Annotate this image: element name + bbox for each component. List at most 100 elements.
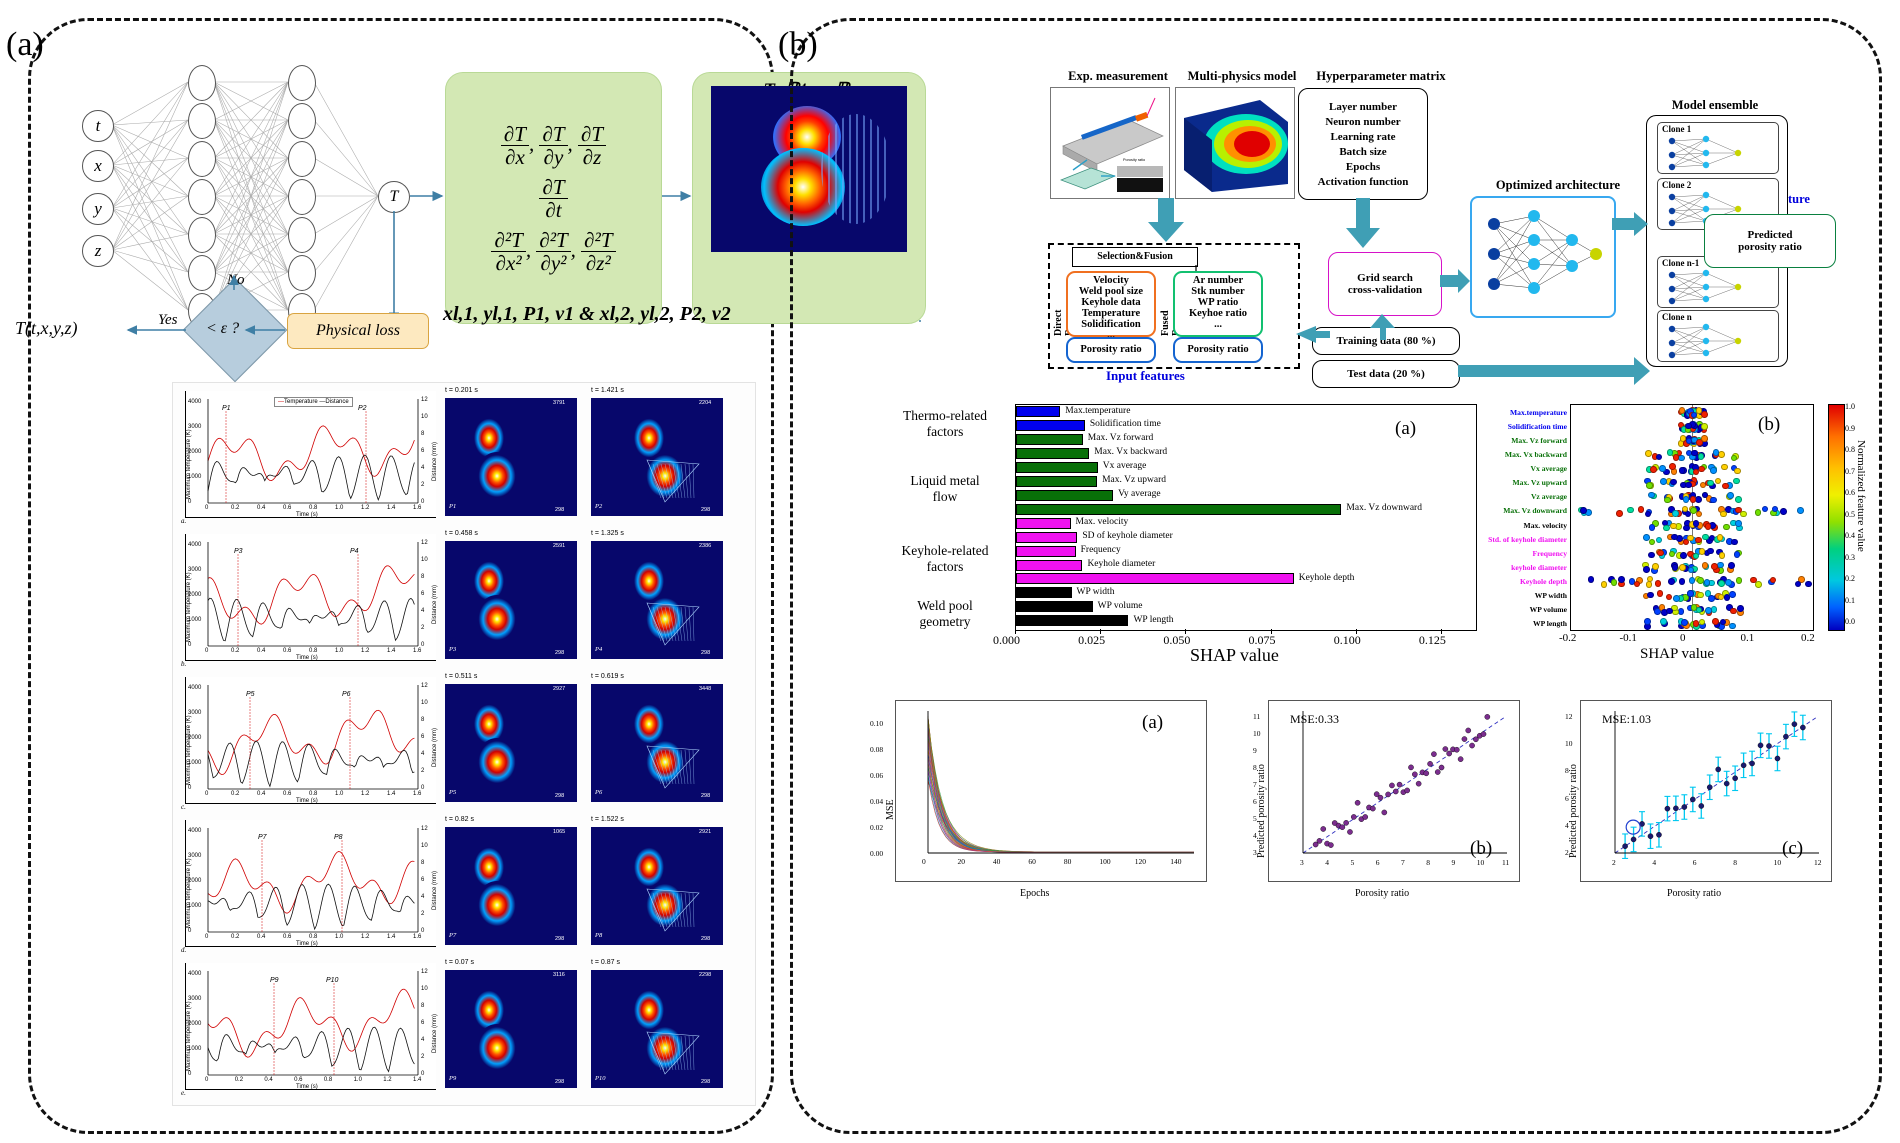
row-letter: b. (181, 660, 187, 668)
panel-b-label: (b) (778, 26, 818, 63)
x-tick: 0.2 (231, 791, 240, 797)
hidden-node (188, 103, 216, 139)
shap-x-tick: 0.050 (1163, 633, 1191, 647)
beeswarm-point (1727, 491, 1734, 499)
epsilon-decision-label: < ε ? (206, 320, 240, 337)
y-right-tick: 0 (421, 785, 425, 791)
x-tick: 1.6 (413, 791, 422, 797)
beeswarm-point (1719, 510, 1727, 518)
input-features-dashed-box (1048, 243, 1300, 369)
beeswarm-point (1664, 496, 1671, 504)
shap-bar-label: Solidification time (1089, 419, 1161, 430)
test-data-box: Test data (20 %) (1312, 360, 1460, 388)
beeswarm-x-tick: 0.2 (1801, 632, 1815, 644)
shap-bar (1016, 587, 1072, 599)
beeswarm-point (1659, 464, 1666, 472)
map-max-value: 3448 (699, 686, 712, 692)
beeswarm-point (1646, 575, 1654, 583)
y-right-tick: 2 (421, 1054, 425, 1060)
beeswarm-point (1627, 506, 1634, 514)
mse-y-tick: 0.06 (870, 771, 884, 781)
map-max-value: 2921 (699, 829, 712, 835)
beeswarm-point (1698, 548, 1706, 555)
map-min-value: 298 (701, 936, 711, 942)
temperature-row: 0 1000 2000 3000 4000 0 2 4 6 8 10 12 0 0.2 0.4 0.6 0.8 1… (177, 814, 759, 956)
parity-y-tick: 10 (1253, 729, 1261, 738)
x-tick: 0.6 (283, 648, 292, 654)
parity-x-tick: 9 (1451, 858, 1456, 867)
y-left-tick: 2000 (188, 592, 202, 598)
beeswarm-point (1587, 576, 1595, 583)
x-tick: 0 (205, 1077, 209, 1083)
parity-y-tick: 6 (1565, 793, 1569, 803)
x-tick: 0.2 (231, 934, 240, 940)
curve-marker-label: P5 (246, 691, 255, 698)
parity-y-tick: 8 (1565, 766, 1569, 776)
y-right-tick: 4 (421, 1037, 425, 1043)
hyper-item-batch: Batch size (1339, 145, 1387, 158)
beeswarm-point (1695, 407, 1703, 415)
x-tick: 1.2 (361, 791, 370, 797)
direct-item-velocity: Velocity (1093, 275, 1129, 286)
beeswarm-point (1678, 466, 1686, 474)
map-max-value: 2386 (699, 543, 712, 549)
map-time-caption: t = 0.07 s (445, 959, 474, 966)
y-left-tick: 4000 (188, 828, 202, 834)
beeswarm-point (1714, 477, 1722, 485)
parity-y-tick: 6 (1253, 797, 1257, 806)
clone-n-label: Clone n (1662, 312, 1692, 322)
beeswarm-point (1648, 524, 1656, 532)
x-tick: 0.8 (309, 505, 318, 511)
beeswarm-x-tick: -0.1 (1619, 632, 1637, 644)
beeswarm-point (1645, 581, 1653, 588)
fusion-down-arrow (1148, 198, 1184, 242)
shap-x-tickmark (1100, 629, 1102, 634)
beeswarm-point (1697, 453, 1705, 460)
direct-item-temperature: Temperature (1081, 308, 1141, 319)
group-label-thermo: Thermo-related factors (903, 408, 987, 439)
shap-bar-chart: Max.temperature Solidification time Max. V… (1015, 404, 1477, 631)
beeswarm-feature-label: WP length (1533, 618, 1567, 628)
y-left-tick: 4000 (188, 399, 202, 405)
grid-search-line1: Grid search (1357, 272, 1413, 284)
beeswarm-point (1705, 607, 1712, 614)
beeswarm-point (1673, 595, 1680, 602)
x-tick: 0.8 (309, 648, 318, 654)
shap-bar (1016, 461, 1098, 473)
map-point-label: P8 (595, 932, 603, 939)
beeswarm-feature-label: Solidification time (1507, 422, 1567, 432)
hyper-item-activation: Activation function (1317, 175, 1409, 188)
parity-y-tick: 3 (1253, 848, 1257, 857)
map-min-value: 298 (701, 1079, 711, 1085)
predicted-porosity-box: Predicted porosity ratio (1704, 214, 1836, 268)
beeswarm-feature-label: Std. of keyhole diameter (1488, 534, 1567, 544)
beeswarm-point (1725, 579, 1732, 586)
beeswarm-point (1678, 578, 1686, 585)
y-right-tick: 2 (421, 482, 425, 488)
fused-item-keyhoe: Keyhoe ratio (1188, 308, 1248, 319)
map-point-label: P1 (449, 503, 457, 510)
y-right-tick: 4 (421, 751, 425, 757)
x-tick: 0 (205, 791, 209, 797)
curve-marker-label: P3 (234, 548, 243, 555)
parity-plot-b: 3 4 5 6 7 8 9 10 11 3 4 5 6 7 8 9 10 11 (1253, 700, 1520, 882)
arch-to-ensemble-arrow (1612, 212, 1648, 236)
colorbar-label: Normalized feature value (1855, 440, 1867, 552)
map-min-value: 298 (555, 507, 565, 513)
parity-c-label: (c) (1782, 838, 1804, 859)
beeswarm-point (1701, 561, 1709, 569)
shap-bar (1016, 545, 1076, 557)
beeswarm-point (1650, 466, 1657, 473)
beeswarm-point (1731, 538, 1738, 546)
beeswarm-point (1771, 505, 1779, 513)
beeswarm-point (1655, 453, 1663, 461)
x-tick: 1.0 (335, 505, 344, 511)
temperature-row: 0 1000 2000 3000 4000 0 2 4 6 8 10 12 0 0.2 0.4 0.6 0.8 1… (177, 528, 759, 670)
beeswarm-point (1659, 618, 1667, 625)
y-right-axis-label: Distance (mm) (432, 584, 438, 624)
x-axis-label: Time (s) (296, 941, 318, 947)
rows-container: 0 1000 2000 3000 4000 0 2 4 6 8 10 12 0 0.2 0.4 0.6 0.8 1… (177, 385, 751, 1103)
mapping-box: T: ℝ⁴ → ℝ, T = ℱθ(t, x, y, z) (692, 72, 926, 324)
map-point-label: P10 (595, 1075, 606, 1082)
shap-bar-label: Max.temperature (1065, 405, 1131, 416)
